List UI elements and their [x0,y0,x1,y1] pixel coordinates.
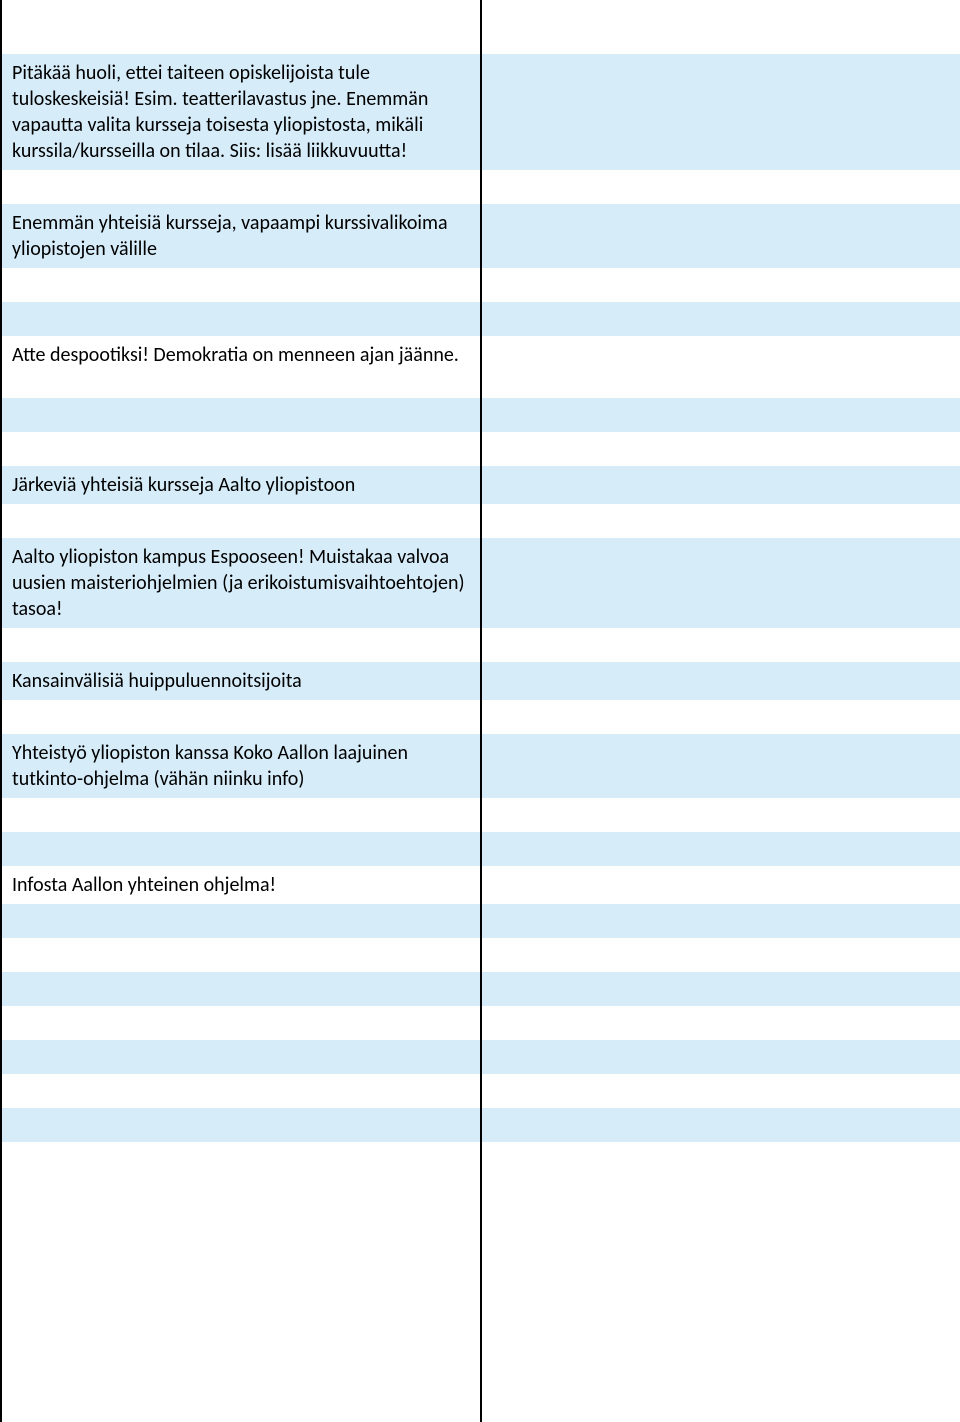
cell-left [1,1040,481,1074]
table-row: Aalto yliopiston kampus Espooseen! Muist… [1,538,960,628]
table-row [1,268,960,302]
cell-right [481,700,960,734]
table-row: Järkeviä yhteisiä kursseja Aalto yliopis… [1,466,960,504]
table-row [1,1108,960,1142]
cell-left [1,432,481,466]
table-row [1,398,960,432]
cell-right [481,734,960,798]
cell-right [481,504,960,538]
cell-left: Aalto yliopiston kampus Espooseen! Muist… [1,538,481,628]
table-row [1,170,960,204]
table-row [1,1006,960,1040]
cell-right [481,628,960,662]
document-page: Pitäkää huoli, ettei taiteen opiskelijoi… [0,0,960,1422]
cell-left [1,700,481,734]
table-row [1,938,960,972]
cell-right [481,832,960,866]
cell-right [481,54,960,170]
table-row [1,0,960,54]
table-row [1,972,960,1006]
cell-left [1,904,481,938]
cell-right [481,204,960,268]
striped-table: Pitäkää huoli, ettei taiteen opiskelijoi… [0,0,960,1422]
cell-left: Atte despootiksi! Demokratia on menneen … [1,336,481,398]
cell-right [481,972,960,1006]
cell-left: Kansainvälisiä huippuluennoitsijoita [1,662,481,700]
table-row [1,904,960,938]
cell-left [1,832,481,866]
table-row [1,1142,960,1422]
cell-right [481,866,960,904]
table-row: Pitäkää huoli, ettei taiteen opiskelijoi… [1,54,960,170]
table-row [1,700,960,734]
cell-right [481,938,960,972]
cell-left [1,170,481,204]
cell-left [1,628,481,662]
cell-right [481,904,960,938]
cell-left [1,398,481,432]
table-row [1,1074,960,1108]
cell-right [481,662,960,700]
cell-right [481,1074,960,1108]
cell-right [481,398,960,432]
cell-right [481,466,960,504]
cell-right [481,798,960,832]
cell-right [481,1142,960,1422]
cell-left [1,302,481,336]
table-row: Infosta Aallon yhteinen ohjelma! [1,866,960,904]
cell-left: Pitäkää huoli, ettei taiteen opiskelijoi… [1,54,481,170]
cell-right [481,268,960,302]
cell-right [481,336,960,398]
cell-right [481,432,960,466]
table-row [1,1040,960,1074]
cell-left: Järkeviä yhteisiä kursseja Aalto yliopis… [1,466,481,504]
cell-left [1,0,481,54]
cell-left: Infosta Aallon yhteinen ohjelma! [1,866,481,904]
table-row [1,504,960,538]
cell-left [1,938,481,972]
table-row: Enemmän yhteisiä kursseja, vapaampi kurs… [1,204,960,268]
cell-right [481,0,960,54]
cell-left [1,268,481,302]
cell-left [1,972,481,1006]
cell-left [1,504,481,538]
cell-left [1,798,481,832]
table-row [1,628,960,662]
cell-left: Enemmän yhteisiä kursseja, vapaampi kurs… [1,204,481,268]
cell-left: Yhteistyö yliopiston kanssa Koko Aallon … [1,734,481,798]
table-row [1,432,960,466]
cell-right [481,1108,960,1142]
cell-left [1,1142,481,1422]
cell-right [481,1040,960,1074]
cell-right [481,538,960,628]
table-row [1,798,960,832]
table-row [1,302,960,336]
cell-right [481,302,960,336]
cell-right [481,1006,960,1040]
table-row: Yhteistyö yliopiston kanssa Koko Aallon … [1,734,960,798]
cell-left [1,1074,481,1108]
cell-left [1,1108,481,1142]
table-row [1,832,960,866]
table-row: Atte despootiksi! Demokratia on menneen … [1,336,960,398]
table-row: Kansainvälisiä huippuluennoitsijoita [1,662,960,700]
cell-left [1,1006,481,1040]
cell-right [481,170,960,204]
